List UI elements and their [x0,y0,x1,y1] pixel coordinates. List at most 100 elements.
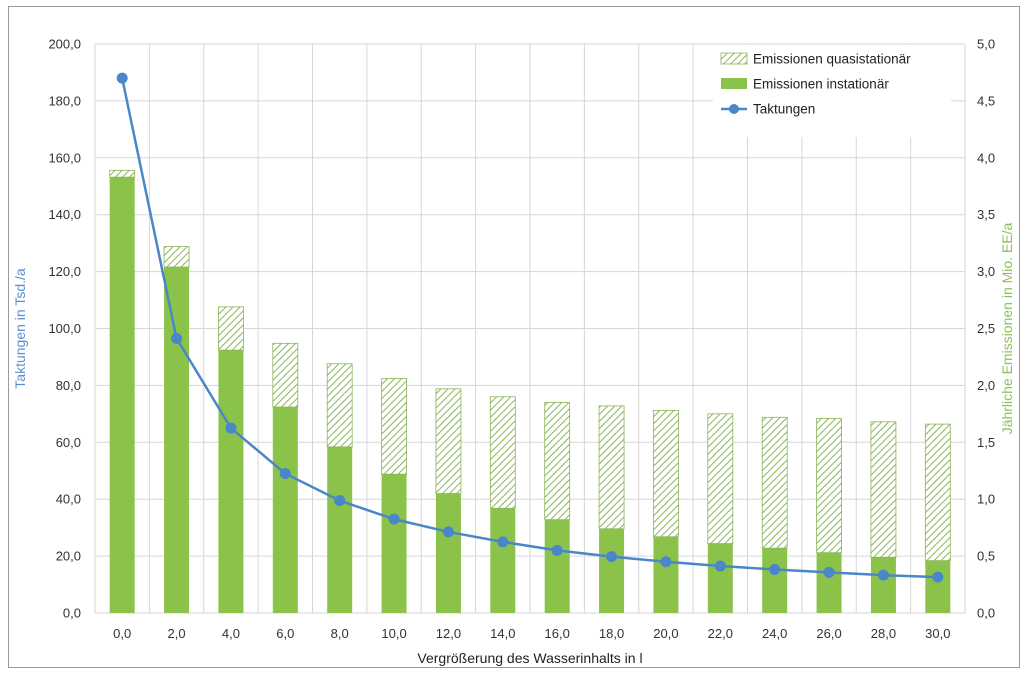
legend-label-taktungen: Taktungen [753,102,815,117]
legend-label-quasistationaer: Emissionen quasistationär [753,52,911,67]
y-right-tick-label: 3,5 [977,207,995,222]
legend-swatch-quasistationaer [720,52,748,65]
y-left-tick-label: 60,0 [56,435,81,450]
point-taktungen [279,468,291,480]
point-taktungen [714,560,726,572]
point-taktungen [660,556,672,568]
legend: Emissionen quasistationär Emissionen inst… [713,45,951,137]
point-taktungen [769,563,781,575]
bar-instationaer [435,493,461,613]
point-taktungen [497,536,509,548]
bar-quasistationaer [272,342,299,408]
y-right-tick-label: 5,0 [977,37,995,52]
y-right-tick-label: 2,5 [977,321,995,336]
x-axis-title: Vergrößerung des Wasserinhalts in l [417,650,642,666]
bar-quasistationaer [653,410,679,538]
point-taktungen [606,551,618,563]
x-tick-label: 22,0 [708,626,733,641]
axes-layer: 0,0 20,0 40,0 60,0 80,0 100,0 120,0 140,0 160,0 1… [12,37,1015,667]
x-tick-label: 4,0 [222,626,240,641]
x-tick-label: 20,0 [653,626,678,641]
x-tick-label: 28,0 [871,626,896,641]
y-left-tick-label: 140,0 [48,207,81,222]
y-right-tick-label: 3,0 [977,264,995,279]
chart-svg: 0,0 20,0 40,0 60,0 80,0 100,0 120,0 140,0 160,0 1… [12,37,1015,667]
point-taktungen [823,566,835,578]
y-left-tick-label: 20,0 [56,549,81,564]
bar-instationaer [109,177,135,613]
bar-quasistationaer [598,405,625,530]
x-tick-label: 2,0 [168,626,186,641]
x-tick-label: 8,0 [331,626,349,641]
point-taktungen [334,495,346,507]
bar-quasistationaer [816,418,842,554]
y-left-tick-label: 80,0 [56,378,81,393]
bar-instationaer [925,560,951,613]
point-taktungen [551,544,563,556]
y-right-axis-title: Jährliche Emissionen in Mio. EE/a [999,222,1015,434]
x-tick-label: 30,0 [925,626,950,641]
bar-instationaer [707,543,733,613]
y-left-tick-label: 200,0 [48,37,81,52]
x-tick-label: 12,0 [436,626,461,641]
point-taktungen [171,332,183,344]
bar-instationaer [218,350,244,613]
x-tick-label: 18,0 [599,626,624,641]
y-right-tick-label: 0,0 [977,606,995,621]
bar-instationaer [544,519,570,613]
bar-instationaer [762,548,788,613]
bar-quasistationaer [109,169,136,178]
x-tick-label: 24,0 [762,626,787,641]
bar-quasistationaer [326,363,353,448]
bar-quasistationaer [707,413,734,544]
y-left-tick-label: 100,0 [48,321,81,336]
bar-quasistationaer [544,402,571,521]
point-taktungen [442,526,454,538]
bar-quasistationaer [381,378,407,475]
bar-quasistationaer [435,388,462,494]
bar-quasistationaer [163,246,190,268]
x-tick-label: 14,0 [490,626,515,641]
legend-background [713,45,951,137]
y-right-tick-label: 4,5 [977,93,995,108]
bar-quasistationaer [489,396,516,509]
y-left-tick-label: 0,0 [63,606,81,621]
bar-instationaer [272,407,298,613]
bar-instationaer [164,267,190,613]
bar-quasistationaer [924,423,951,562]
y-left-tick-label: 160,0 [48,150,81,165]
y-right-tick-label: 4,0 [977,150,995,165]
x-tick-label: 16,0 [545,626,570,641]
bar-instationaer [327,446,353,613]
line-layer [116,72,944,583]
point-taktungen [877,569,889,581]
y-left-axis-title: Taktungen in Tsd./a [12,268,28,389]
bar-instationaer [870,557,896,613]
point-taktungen [116,72,128,84]
bar-instationaer [599,528,625,613]
point-taktungen [225,422,237,434]
legend-label-instationaer: Emissionen instationär [753,77,889,92]
x-tick-label: 0,0 [113,626,131,641]
bar-quasistationaer [761,416,788,549]
legend-swatch-instationaer [721,78,747,89]
y-right-tick-label: 1,5 [977,435,995,450]
x-tick-label: 26,0 [816,626,841,641]
y-left-tick-label: 120,0 [48,264,81,279]
bar-quasistationaer [870,421,897,558]
y-right-tick-label: 2,0 [977,378,995,393]
point-taktungen [932,571,944,583]
line-taktungen [120,77,938,579]
bar-quasistationaer [218,306,244,351]
bar-instationaer [490,508,516,613]
y-left-tick-label: 180,0 [48,93,81,108]
bar-instationaer [381,474,407,613]
chart-frame: 0,0 20,0 40,0 60,0 80,0 100,0 120,0 140,0 160,0 1… [8,6,1020,668]
bar-instationaer [653,536,679,613]
y-right-tick-label: 1,0 [977,492,995,507]
x-tick-label: 10,0 [381,626,406,641]
y-right-tick-label: 0,5 [977,549,995,564]
bars-layer [109,169,951,613]
x-tick-label: 6,0 [276,626,294,641]
y-left-tick-label: 40,0 [56,492,81,507]
